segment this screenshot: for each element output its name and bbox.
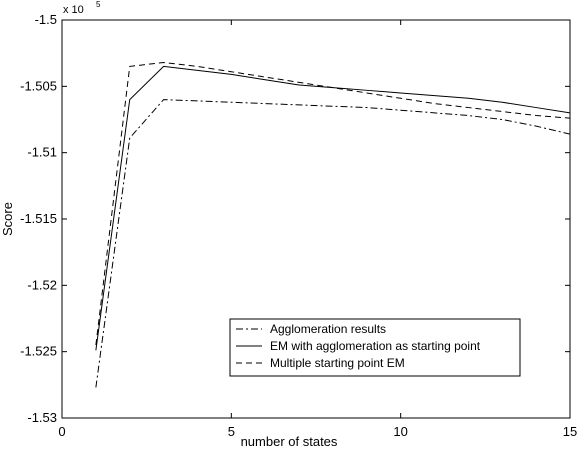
y-axis-label: Score (0, 202, 15, 236)
y-tick-label: -1.51 (27, 145, 57, 160)
series-line (95, 99, 571, 388)
y-tick-label: -1.5 (35, 12, 57, 27)
y-tick-label: -1.515 (20, 211, 57, 226)
y-multiplier: x 10 (63, 4, 84, 16)
legend-label: Agglomeration results (270, 322, 386, 336)
x-axis-label: number of states (241, 434, 338, 449)
y-exponent: 5 (96, 0, 101, 9)
y-tick-label: -1.53 (27, 410, 57, 425)
y-tick-label: -1.52 (27, 277, 57, 292)
y-tick-label: -1.525 (20, 344, 57, 359)
x-tick-label: 0 (58, 424, 65, 439)
x-tick-label: 5 (228, 424, 235, 439)
legend-label: EM with agglomeration as starting point (270, 339, 481, 353)
legend-box (229, 318, 521, 377)
x-tick-label: 10 (393, 424, 407, 439)
legend-label: Multiple starting point EM (270, 356, 405, 370)
series-line (95, 61, 571, 346)
x-tick-label: 15 (563, 424, 577, 439)
y-tick-label: -1.505 (20, 78, 57, 93)
